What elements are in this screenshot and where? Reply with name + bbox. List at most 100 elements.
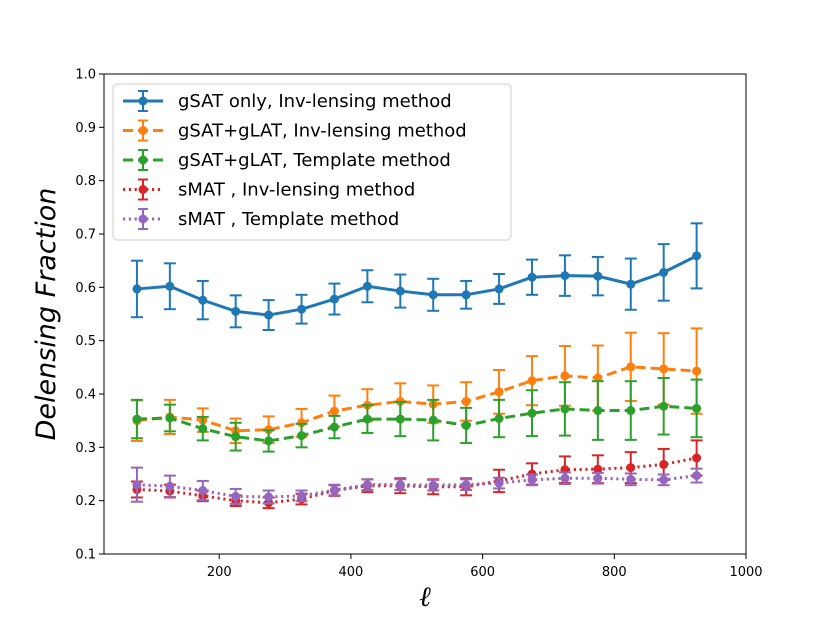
data-point: [362, 480, 372, 490]
data-point: [264, 436, 274, 446]
legend-label: gSAT only, Inv-lensing method: [178, 91, 452, 112]
legend: gSAT only, Inv-lensing method gSAT+gLAT, …: [112, 83, 512, 241]
data-point: [428, 415, 438, 425]
data-point: [560, 473, 570, 483]
y-tick-label: 0.9: [75, 121, 96, 136]
x-tick-label: 400: [339, 565, 364, 580]
data-point: [626, 362, 636, 372]
x-tick-label: 200: [207, 565, 232, 580]
legend-entry-4: sMAT , Inv-lensing method: [123, 178, 415, 201]
legend-swatch-marker: [138, 126, 148, 135]
data-point: [461, 396, 471, 406]
data-point: [329, 485, 339, 495]
data-point: [165, 281, 175, 291]
series-line: [136, 404, 697, 443]
y-tick-label: 0.1: [75, 548, 96, 563]
data-point: [264, 492, 274, 502]
data-point: [395, 480, 405, 490]
data-point: [297, 418, 307, 428]
series-layer: [130, 222, 703, 510]
data-point: [593, 473, 603, 483]
data-point: [329, 406, 339, 416]
series-5: [130, 466, 703, 505]
data-point: [659, 267, 669, 277]
data-point: [659, 475, 669, 485]
data-point: [461, 420, 471, 430]
data-point: [494, 387, 504, 397]
legend-label: gSAT+gLAT, Template method: [178, 150, 451, 171]
data-point: [231, 306, 241, 316]
legend-entry-1: gSAT only, Inv-lensing method: [123, 90, 452, 112]
axes-layer: 0.1 0.2 0.3 0.4 0.5 0.6 0.7 0.8 0.9 1.0 200 400 600 8…: [75, 68, 762, 581]
data-point: [461, 290, 471, 300]
legend-label: gSAT+gLAT, Inv-lensing method: [178, 121, 467, 142]
legend-entry-3: gSAT+gLAT, Template method: [123, 149, 451, 171]
y-tick-label: 1.0: [75, 68, 96, 83]
x-axis-label: ℓ: [419, 580, 431, 613]
data-point: [659, 401, 669, 411]
y-tick-label: 0.8: [75, 174, 96, 189]
series-3: [130, 377, 703, 453]
y-tick-label: 0.6: [75, 281, 96, 296]
y-tick-label: 0.7: [75, 228, 96, 243]
data-point: [198, 424, 208, 434]
data-point: [692, 471, 702, 481]
data-point: [132, 480, 142, 490]
data-point: [659, 459, 669, 469]
data-point: [494, 284, 504, 294]
series-1: [130, 222, 703, 331]
legend-label: sMAT , Template method: [178, 209, 399, 230]
legend-box: [112, 83, 512, 241]
data-point: [692, 251, 702, 261]
data-point: [132, 414, 142, 424]
data-point: [692, 403, 702, 413]
data-point: [362, 414, 372, 424]
data-point: [593, 406, 603, 416]
plot-frame: [103, 73, 747, 555]
x-tick-label: 600: [470, 565, 495, 580]
data-point: [329, 422, 339, 432]
y-tick-label: 0.3: [75, 441, 96, 456]
data-point: [593, 464, 603, 474]
data-point: [494, 414, 504, 424]
data-point: [297, 491, 307, 501]
data-point: [527, 475, 537, 485]
data-point: [165, 481, 175, 491]
legend-entry-5: sMAT , Template method: [123, 208, 399, 230]
data-point: [527, 272, 537, 282]
data-point: [560, 271, 570, 281]
data-point: [329, 294, 339, 304]
data-point: [231, 491, 241, 501]
data-point: [297, 304, 307, 314]
data-point: [626, 406, 636, 416]
data-point: [659, 364, 669, 374]
y-tick-label: 0.4: [75, 388, 96, 403]
data-point: [560, 404, 570, 414]
series-line: [136, 365, 697, 433]
legend-entry-2: gSAT+gLAT, Inv-lensing method: [123, 119, 467, 142]
data-point: [560, 371, 570, 381]
data-point: [264, 310, 274, 320]
data-point: [132, 284, 142, 294]
data-point: [362, 281, 372, 291]
data-point: [461, 480, 471, 490]
data-point: [231, 432, 241, 442]
x-tick-label: 800: [602, 565, 627, 580]
data-point: [593, 271, 603, 281]
data-point: [428, 290, 438, 300]
data-point: [626, 279, 636, 289]
legend-swatch-marker: [138, 185, 148, 194]
y-axis-label: Delensing Fraction: [31, 188, 62, 441]
series-line: [136, 474, 697, 499]
series-line: [136, 254, 698, 317]
data-point: [395, 286, 405, 296]
data-point: [692, 453, 702, 463]
data-point: [198, 295, 208, 305]
data-point: [395, 414, 405, 424]
data-point: [527, 376, 537, 386]
legend-swatch-marker: [138, 155, 148, 165]
data-point: [428, 480, 438, 490]
legend-label: sMAT , Inv-lensing method: [178, 180, 415, 201]
data-point: [198, 486, 208, 496]
